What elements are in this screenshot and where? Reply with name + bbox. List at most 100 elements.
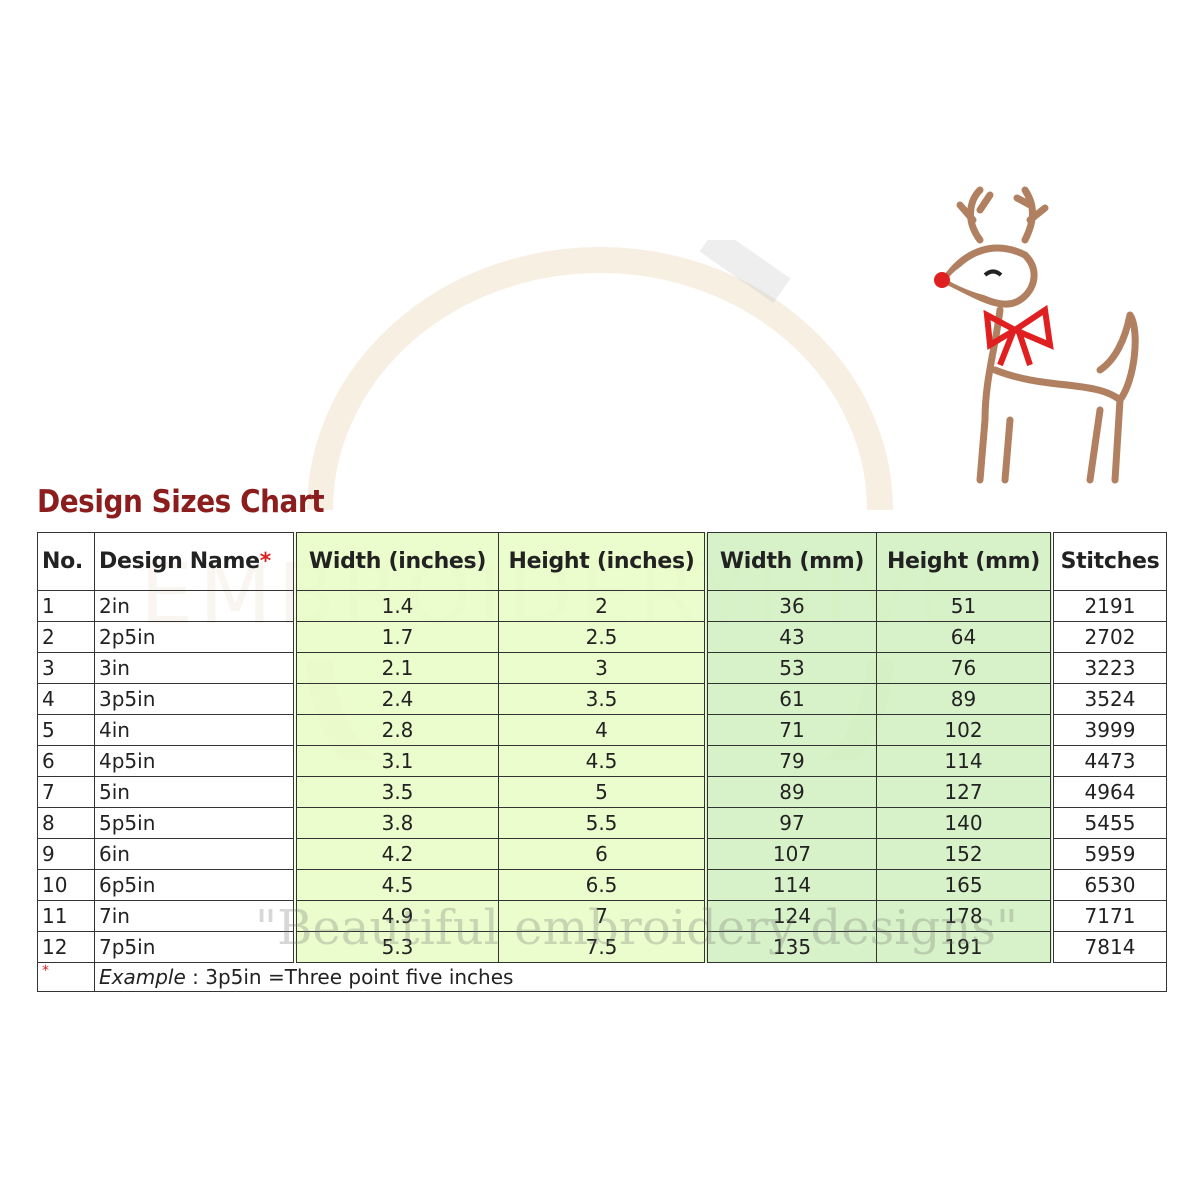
cell-design-name: 6p5in	[94, 869, 296, 901]
cell-width-inches: 3.8	[293, 807, 499, 839]
cell-no: 9	[37, 838, 95, 870]
cell-width-mm: 53	[704, 652, 877, 684]
cell-width-mm: 36	[704, 590, 877, 622]
table-row: 7 5in 3.5 5 89 127 4964	[37, 776, 1167, 808]
cell-height-inches: 4	[498, 714, 707, 746]
cell-width-mm: 71	[704, 714, 877, 746]
table-row: 2 2p5in 1.7 2.5 43 64 2702	[37, 621, 1167, 653]
table-row: 4 3p5in 2.4 3.5 61 89 3524	[37, 683, 1167, 715]
cell-design-name: 7p5in	[94, 931, 296, 963]
cell-height-mm: 114	[876, 745, 1053, 777]
table-row: 3 3in 2.1 3 53 76 3223	[37, 652, 1167, 684]
cell-height-mm: 102	[876, 714, 1053, 746]
cell-stitches: 2191	[1050, 590, 1167, 622]
cell-no: 3	[37, 652, 95, 684]
table-row: 10 6p5in 4.5 6.5 114 165 6530	[37, 869, 1167, 901]
cell-stitches: 3223	[1050, 652, 1167, 684]
cell-height-mm: 51	[876, 590, 1053, 622]
cell-width-mm: 114	[704, 869, 877, 901]
cell-no: 4	[37, 683, 95, 715]
reindeer-icon	[934, 186, 1139, 484]
cell-height-mm: 76	[876, 652, 1053, 684]
header-no: No.	[37, 532, 95, 591]
cell-width-inches: 4.2	[293, 838, 499, 870]
cell-width-mm: 107	[704, 838, 877, 870]
cell-design-name: 3in	[94, 652, 296, 684]
cell-height-inches: 5.5	[498, 807, 707, 839]
page-title: Design Sizes Chart	[37, 484, 325, 520]
cell-stitches: 6530	[1050, 869, 1167, 901]
cell-height-mm: 89	[876, 683, 1053, 715]
cell-height-mm: 64	[876, 621, 1053, 653]
cell-height-inches: 7	[498, 900, 707, 932]
table-row: 9 6in 4.2 6 107 152 5959	[37, 838, 1167, 870]
cell-height-inches: 6	[498, 838, 707, 870]
cell-height-inches: 7.5	[498, 931, 707, 963]
header-height-inches: Height (inches)	[498, 532, 707, 591]
cell-no: 6	[37, 745, 95, 777]
asterisk-marker: *	[259, 549, 272, 574]
cell-stitches: 3524	[1050, 683, 1167, 715]
cell-width-inches: 1.7	[293, 621, 499, 653]
cell-width-inches: 2.4	[293, 683, 499, 715]
design-sizes-table: No. Design Name* Width (inches) Height (…	[37, 532, 1167, 992]
footnote-body: : 3p5in =Three point five inches	[185, 965, 514, 989]
header-design-name-label: Design Name	[99, 549, 260, 574]
cell-stitches: 4964	[1050, 776, 1167, 808]
cell-width-mm: 89	[704, 776, 877, 808]
cell-width-inches: 5.3	[293, 931, 499, 963]
cell-no: 5	[37, 714, 95, 746]
cell-height-inches: 2.5	[498, 621, 707, 653]
cell-width-inches: 4.5	[293, 869, 499, 901]
header-stitches: Stitches	[1050, 532, 1167, 591]
cell-no: 8	[37, 807, 95, 839]
cell-stitches: 5455	[1050, 807, 1167, 839]
cell-stitches: 7814	[1050, 931, 1167, 963]
cell-height-mm: 191	[876, 931, 1053, 963]
cell-width-mm: 124	[704, 900, 877, 932]
cell-width-mm: 135	[704, 931, 877, 963]
cell-height-mm: 152	[876, 838, 1053, 870]
cell-no: 10	[37, 869, 95, 901]
header-height-mm: Height (mm)	[876, 532, 1053, 591]
cell-design-name: 4p5in	[94, 745, 296, 777]
table-row: 5 4in 2.8 4 71 102 3999	[37, 714, 1167, 746]
cell-height-inches: 2	[498, 590, 707, 622]
header-width-inches: Width (inches)	[293, 532, 499, 591]
cell-width-inches: 4.9	[293, 900, 499, 932]
cell-height-mm: 165	[876, 869, 1053, 901]
cell-stitches: 7171	[1050, 900, 1167, 932]
cell-height-inches: 6.5	[498, 869, 707, 901]
cell-width-mm: 43	[704, 621, 877, 653]
cell-design-name: 6in	[94, 838, 296, 870]
footnote-text: Example : 3p5in =Three point five inches	[94, 962, 1167, 992]
cell-no: 11	[37, 900, 95, 932]
cell-no: 12	[37, 931, 95, 963]
table-row: 12 7p5in 5.3 7.5 135 191 7814	[37, 931, 1167, 963]
cell-stitches: 3999	[1050, 714, 1167, 746]
table-row: 8 5p5in 3.8 5.5 97 140 5455	[37, 807, 1167, 839]
cell-design-name: 2p5in	[94, 621, 296, 653]
cell-width-inches: 2.1	[293, 652, 499, 684]
footnote-marker: *	[37, 962, 95, 992]
cell-stitches: 2702	[1050, 621, 1167, 653]
cell-height-mm: 140	[876, 807, 1053, 839]
cell-design-name: 7in	[94, 900, 296, 932]
cell-height-inches: 3	[498, 652, 707, 684]
table-row: 1 2in 1.4 2 36 51 2191	[37, 590, 1167, 622]
cell-width-mm: 97	[704, 807, 877, 839]
cell-height-inches: 4.5	[498, 745, 707, 777]
cell-height-mm: 178	[876, 900, 1053, 932]
cell-height-inches: 5	[498, 776, 707, 808]
cell-no: 7	[37, 776, 95, 808]
cell-height-mm: 127	[876, 776, 1053, 808]
cell-height-inches: 3.5	[498, 683, 707, 715]
header-width-mm: Width (mm)	[704, 532, 877, 591]
cell-width-inches: 2.8	[293, 714, 499, 746]
cell-design-name: 2in	[94, 590, 296, 622]
cell-stitches: 4473	[1050, 745, 1167, 777]
cell-width-inches: 1.4	[293, 590, 499, 622]
cell-design-name: 3p5in	[94, 683, 296, 715]
header-design-name: Design Name*	[94, 532, 296, 591]
cell-width-mm: 79	[704, 745, 877, 777]
